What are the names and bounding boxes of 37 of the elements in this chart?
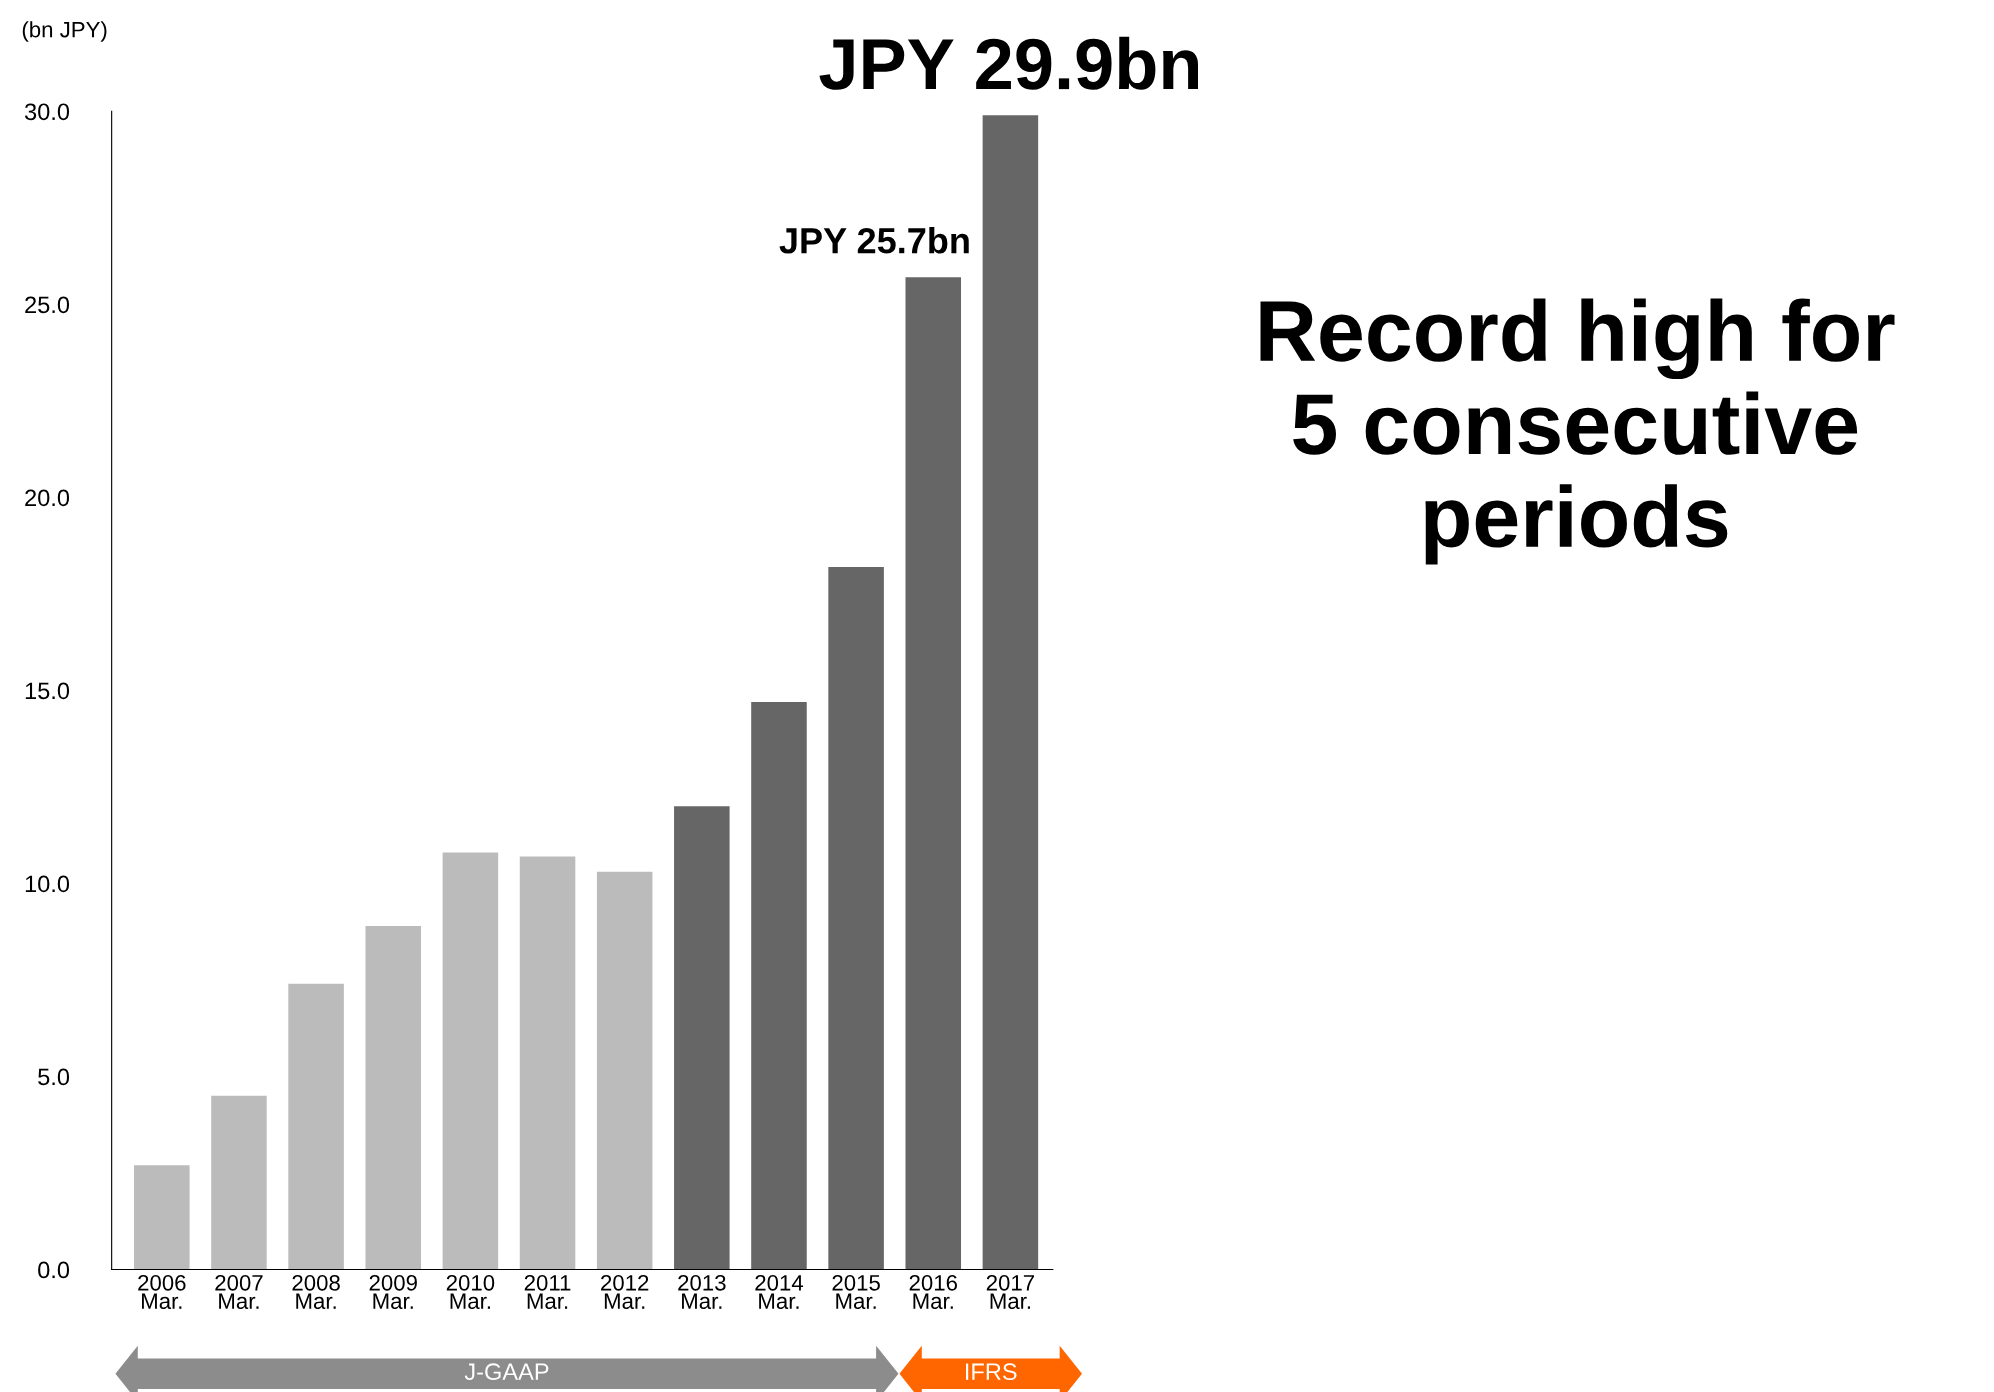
text: Record high for 5 consecutive periods (1260, 298, 1895, 565)
y-tick-label: 25.0 (25, 296, 70, 314)
bar (982, 115, 1039, 1270)
x-tick-label: 2008 Mar. (292, 1274, 340, 1309)
x-tick-label: 2017 Mar. (986, 1274, 1035, 1309)
bar (211, 1095, 267, 1270)
x-tick-label: 2012 Mar. (601, 1274, 649, 1309)
bar (519, 856, 576, 1270)
data-label: JPY 25.7bn (779, 227, 969, 254)
bar (365, 925, 422, 1270)
x-tick-label: 2013 Mar. (678, 1274, 726, 1309)
data-label: JPY 29.9bn (819, 36, 1198, 90)
y-tick-label: 5.0 (38, 1068, 70, 1086)
x-tick-label: 2011 Mar. (524, 1274, 571, 1309)
y-axis-title: (bn JPY) (22, 21, 107, 42)
y-tick-label: 0.0 (38, 1261, 70, 1279)
x-tick-label: 2009 Mar. (369, 1274, 417, 1309)
y-tick-label: 20.0 (25, 489, 70, 507)
x-tick-label: 2007 Mar. (215, 1274, 263, 1309)
x-tick-label: 2006 Mar. (138, 1274, 186, 1309)
y-tick-label: 30.0 (24, 103, 70, 121)
x-tick-label: 2014 Mar. (755, 1274, 804, 1309)
x-tick-label: 2015 Mar. (832, 1274, 880, 1309)
x-tick-label: 2010 Mar. (446, 1274, 495, 1309)
bar (134, 1165, 190, 1270)
bar (674, 806, 730, 1270)
bar (828, 566, 884, 1270)
text: IFRS (966, 1363, 1017, 1381)
y-tick-label: 15.0 (25, 682, 70, 700)
text: J-GAAP (464, 1363, 549, 1381)
bar (442, 852, 499, 1270)
bar (596, 871, 653, 1270)
x-tick-label: 2016 Mar. (909, 1274, 957, 1309)
bar (751, 702, 807, 1270)
bar (288, 983, 344, 1270)
y-tick-label: 10.0 (25, 875, 70, 893)
bar (905, 277, 962, 1270)
